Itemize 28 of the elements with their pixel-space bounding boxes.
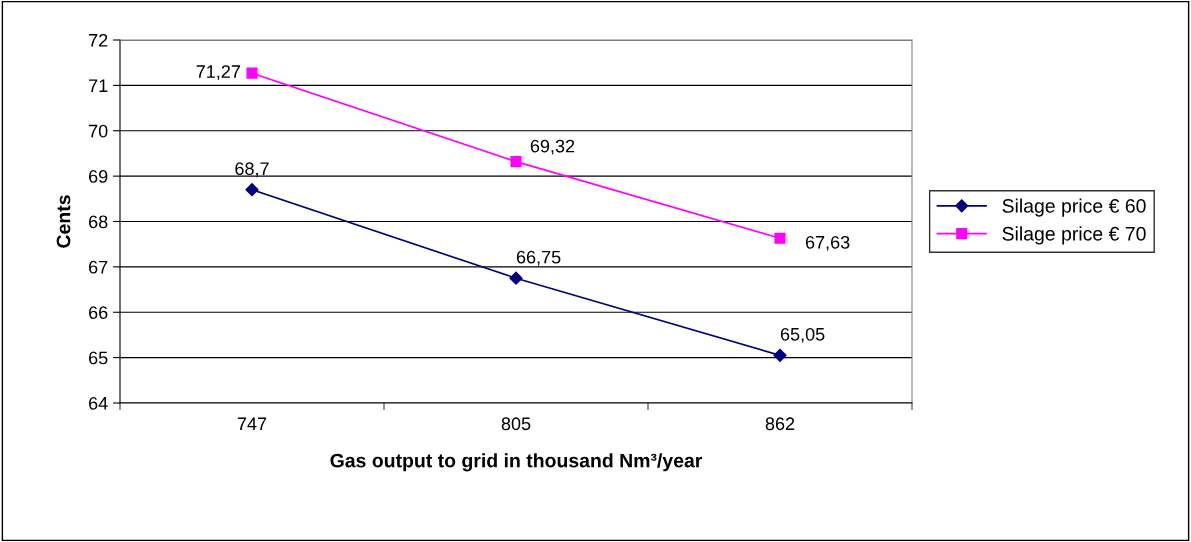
data-label: 69,32 <box>530 139 575 155</box>
point <box>774 232 786 244</box>
point <box>773 348 787 362</box>
y-tick-label: 65 <box>89 351 108 365</box>
point <box>245 183 259 197</box>
point <box>509 271 523 285</box>
x-tick-label: 805 <box>501 417 531 431</box>
data-label: 67,63 <box>805 235 850 251</box>
data-label: 68,7 <box>235 162 269 178</box>
x-tick-label: 747 <box>237 417 267 430</box>
data-label: 71,27 <box>196 65 240 81</box>
data-label: 66,75 <box>516 250 561 266</box>
point <box>246 67 258 79</box>
x-axis-title: Gas output to grid in thousand Nm³/year <box>330 453 703 472</box>
y-tick-label: 66 <box>89 306 108 319</box>
legend-label: Silage price € 70 <box>1002 226 1146 245</box>
y-tick-label: 64 <box>89 396 108 410</box>
y-tick-label: 70 <box>89 124 108 138</box>
point <box>510 156 522 168</box>
data-label: 65,05 <box>780 327 825 343</box>
y-axis-title: Cents <box>56 195 71 248</box>
y-tick-label: 69 <box>89 170 108 183</box>
x-tick-label: 862 <box>765 417 795 431</box>
legend-label: Silage price € 60 <box>1002 198 1146 217</box>
y-tick-label: 67 <box>89 260 108 274</box>
y-tick-label: 68 <box>89 215 108 229</box>
y-tick-label: 71 <box>89 79 108 92</box>
y-tick-label: 72 <box>89 33 108 47</box>
